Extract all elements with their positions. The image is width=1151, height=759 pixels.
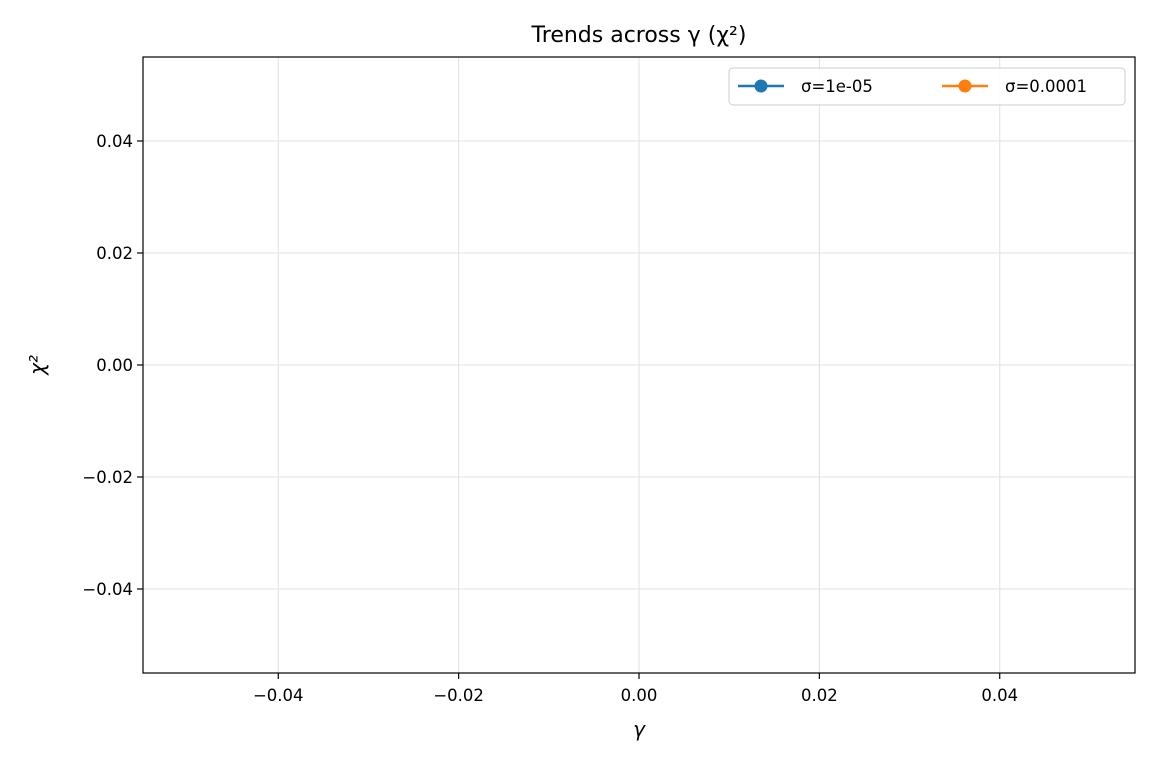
legend-marker [754,79,768,93]
legend-label: σ=1e-05 [801,77,873,96]
y-axis-ticks: −0.04 −0.02 0.00 0.02 0.04 [82,132,143,599]
y-tick-label: −0.04 [82,580,133,599]
x-tick-label: 0.02 [801,686,838,705]
legend-label: σ=0.0001 [1005,77,1087,96]
x-tick-label: −0.02 [433,686,484,705]
legend: σ=1e-05 σ=0.0001 [728,67,1126,106]
x-tick-label: −0.04 [253,686,304,705]
legend-box [728,67,1126,106]
x-tick-label: 0.04 [981,686,1018,705]
x-axis-label: γ [633,717,646,741]
y-tick-label: 0.00 [96,356,133,375]
legend-entries: σ=1e-05 σ=0.0001 [738,77,1087,96]
chart-title: Trends across γ (χ²) [531,23,747,48]
grid-lines [143,57,1135,673]
legend-marker [958,79,972,93]
x-tick-label: 0.00 [621,686,658,705]
y-tick-label: 0.04 [96,132,133,151]
y-axis-label: χ² [25,355,49,376]
x-axis-ticks: −0.04 −0.02 0.00 0.02 0.04 [253,673,1018,705]
y-tick-label: −0.02 [82,468,133,487]
y-tick-label: 0.02 [96,244,133,263]
